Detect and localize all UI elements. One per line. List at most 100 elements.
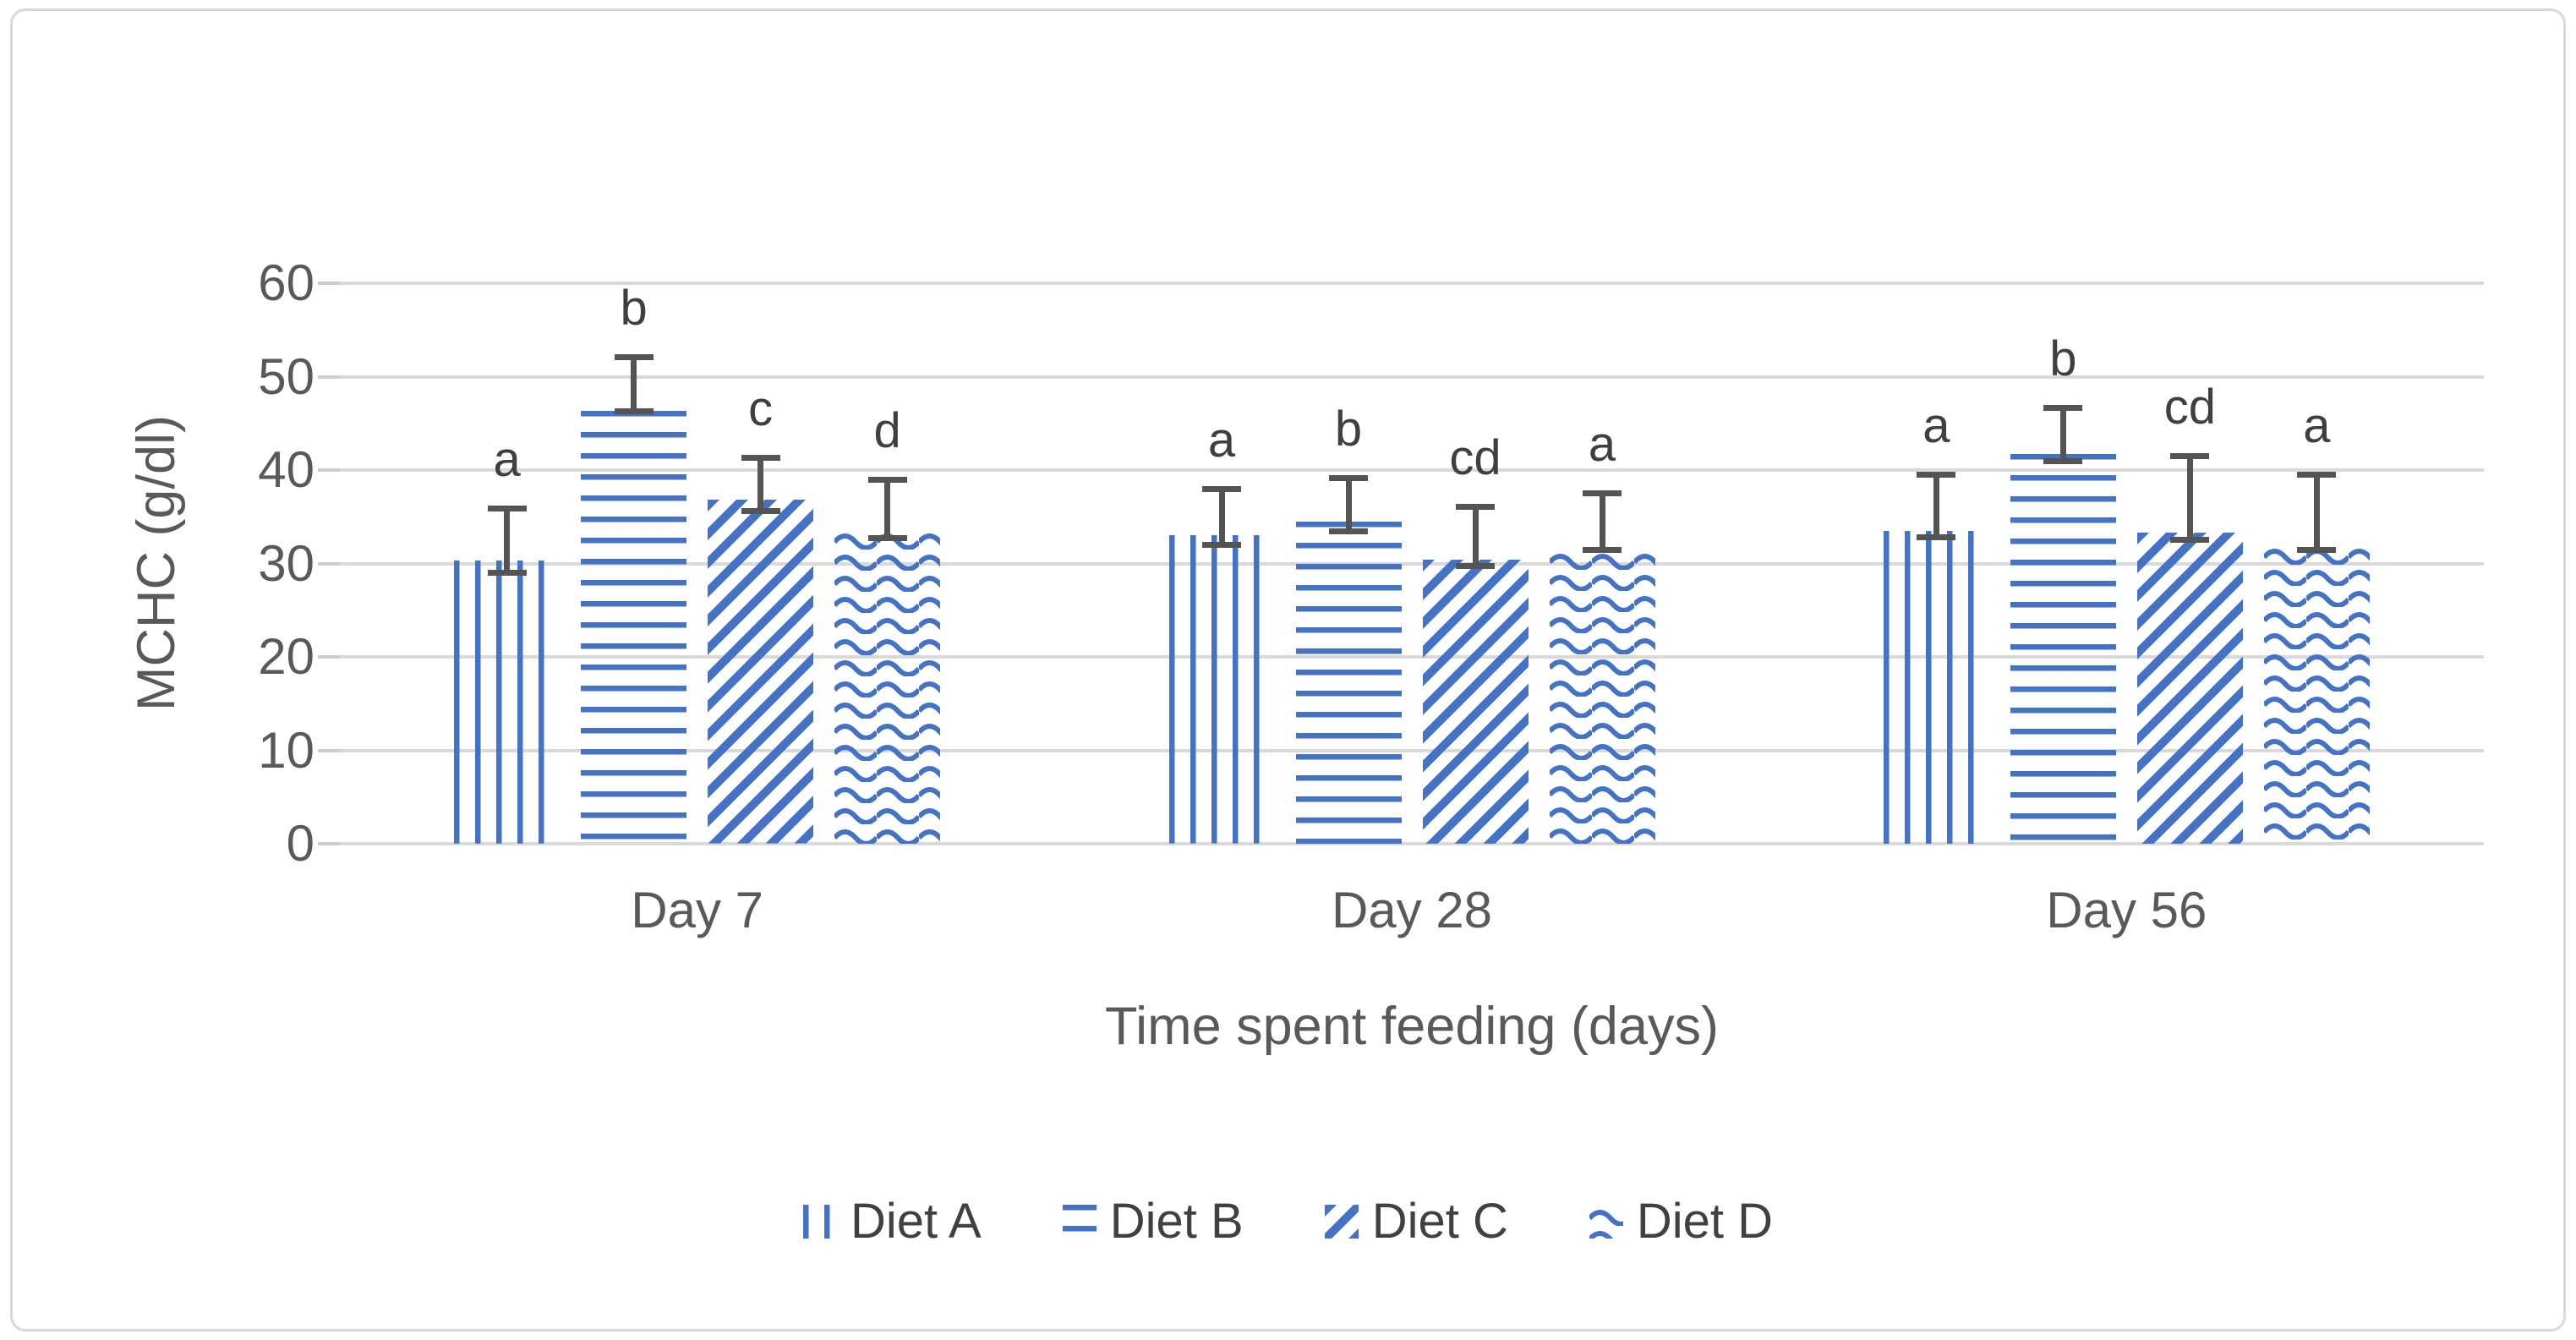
error-bar-line (1345, 474, 1352, 535)
error-bar (1202, 485, 1241, 548)
error-bar-line (2313, 472, 2320, 554)
y-tick-mark-30 (318, 561, 340, 566)
waves-legend-swatch (1589, 1205, 1623, 1239)
significance-letter: b (2049, 331, 2077, 386)
significance-letter: c (748, 381, 774, 437)
error-bar-cap (487, 569, 527, 576)
error-bar-cap (2170, 537, 2210, 544)
error-bar (1456, 503, 1495, 570)
gridline-y-40 (340, 468, 2484, 472)
vertical-lines-fill (454, 561, 561, 844)
error-bar-cap (1456, 503, 1495, 510)
y-tick-label-20: 20 (258, 628, 314, 685)
bar-diet-d-day-28 (1549, 548, 1655, 844)
error-bar-line (2059, 404, 2066, 465)
error-bar-line (884, 476, 891, 541)
error-bar-cap (2170, 453, 2210, 460)
significance-letter: a (493, 431, 521, 487)
error-bar-cap (2297, 547, 2337, 554)
diagonal-stripes-fill (1422, 560, 1529, 844)
y-tick-mark-0 (318, 842, 340, 845)
error-bar-cap (1202, 541, 1241, 548)
bar-diet-b-day-28 (1295, 521, 1402, 844)
error-bar (1329, 474, 1368, 535)
gridline-y-50 (340, 375, 2484, 379)
x-category-label: Day 56 (2046, 882, 2207, 938)
legend-item-diet-d: Diet D (1589, 1192, 1773, 1251)
y-tick-mark-10 (318, 748, 340, 752)
error-bar (867, 476, 907, 541)
gridline-y-0 (340, 842, 2484, 845)
y-tick-label-30: 30 (258, 534, 314, 592)
error-bar-cap (1583, 490, 1622, 497)
error-bar-cap (1329, 528, 1368, 535)
bar-diet-b-day-7 (581, 411, 687, 844)
bar-diet-a-day-56 (1883, 530, 1989, 844)
error-bar-line (1218, 485, 1225, 548)
legend-label: Diet C (1371, 1194, 1508, 1249)
legend-item-diet-c: Diet C (1324, 1192, 1508, 1251)
y-tick-label-60: 60 (258, 254, 314, 311)
y-tick-mark-60 (318, 282, 340, 285)
error-bar (741, 455, 780, 514)
y-tick-mark-50 (318, 375, 340, 379)
gridline-y-30 (340, 561, 2484, 566)
error-bar-cap (1329, 474, 1368, 481)
legend-item-diet-a: Diet A (802, 1192, 982, 1251)
significance-letter: b (1334, 401, 1363, 457)
error-bar-cap (741, 455, 780, 462)
bar-diet-a-day-7 (454, 561, 561, 844)
legend: Diet A Diet B Diet C Diet D (0, 1188, 2576, 1255)
error-bar-cap (2043, 404, 2083, 411)
significance-letter: d (873, 402, 901, 458)
error-bar-cap (1202, 485, 1241, 492)
error-bar-cap (487, 505, 527, 511)
significance-letter: a (2303, 398, 2331, 454)
error-bar-line (1933, 472, 1939, 540)
error-bar (1583, 490, 1622, 554)
error-bar (487, 505, 527, 576)
vertical-lines-fill (1883, 530, 1989, 844)
horizontal-lines-legend-swatch (1062, 1205, 1097, 1239)
horizontal-lines-fill (1295, 521, 1402, 844)
error-bar-cap (614, 353, 654, 360)
legend-item-diet-b: Diet B (1062, 1192, 1244, 1251)
bar-diet-c-day-28 (1422, 560, 1529, 844)
error-bar (1917, 472, 1956, 540)
bar-diet-d-day-7 (834, 528, 941, 844)
error-bar-line (1472, 503, 1479, 570)
gridline-y-60 (340, 282, 2484, 285)
diagonal-stripes-legend-swatch (1324, 1205, 1359, 1239)
error-bar-line (757, 455, 764, 514)
vertical-lines-legend-swatch (802, 1205, 837, 1239)
plot-area: 0 10 20 30 40 50 60 a b c d Day 7 a b cd a Day 28 a b cd a Da… (258, 254, 2484, 938)
significance-letter: cd (1449, 429, 1501, 485)
error-bar (2170, 453, 2210, 544)
diagonal-stripes-fill (2136, 533, 2243, 844)
error-bar-cap (741, 507, 780, 514)
horizontal-lines-fill (2010, 454, 2116, 844)
y-tick-mark-40 (318, 468, 340, 472)
waves-fill (1549, 548, 1655, 844)
x-axis-title: Time spent feeding (days) (1104, 997, 1719, 1056)
error-bar-line (2186, 453, 2193, 544)
gridline-y-10 (340, 748, 2484, 752)
y-axis-title: MCHC (g/dl) (127, 415, 186, 712)
significance-letter: a (1588, 417, 1616, 473)
error-bar-cap (1917, 472, 1956, 479)
y-tick-mark-20 (318, 655, 340, 659)
waves-fill (834, 528, 941, 844)
legend-label: Diet B (1109, 1194, 1244, 1249)
error-bar (2043, 404, 2083, 465)
vertical-lines-fill (1168, 535, 1275, 844)
x-category-label: Day 7 (631, 882, 764, 938)
y-tick-label-50: 50 (258, 347, 314, 405)
error-bar (2297, 472, 2337, 554)
significance-letter: a (1207, 412, 1236, 468)
legend-label: Diet A (850, 1194, 982, 1249)
error-bar (614, 353, 654, 414)
error-bar-line (631, 353, 637, 414)
legend-label: Diet D (1636, 1194, 1773, 1249)
error-bar-cap (614, 407, 654, 414)
